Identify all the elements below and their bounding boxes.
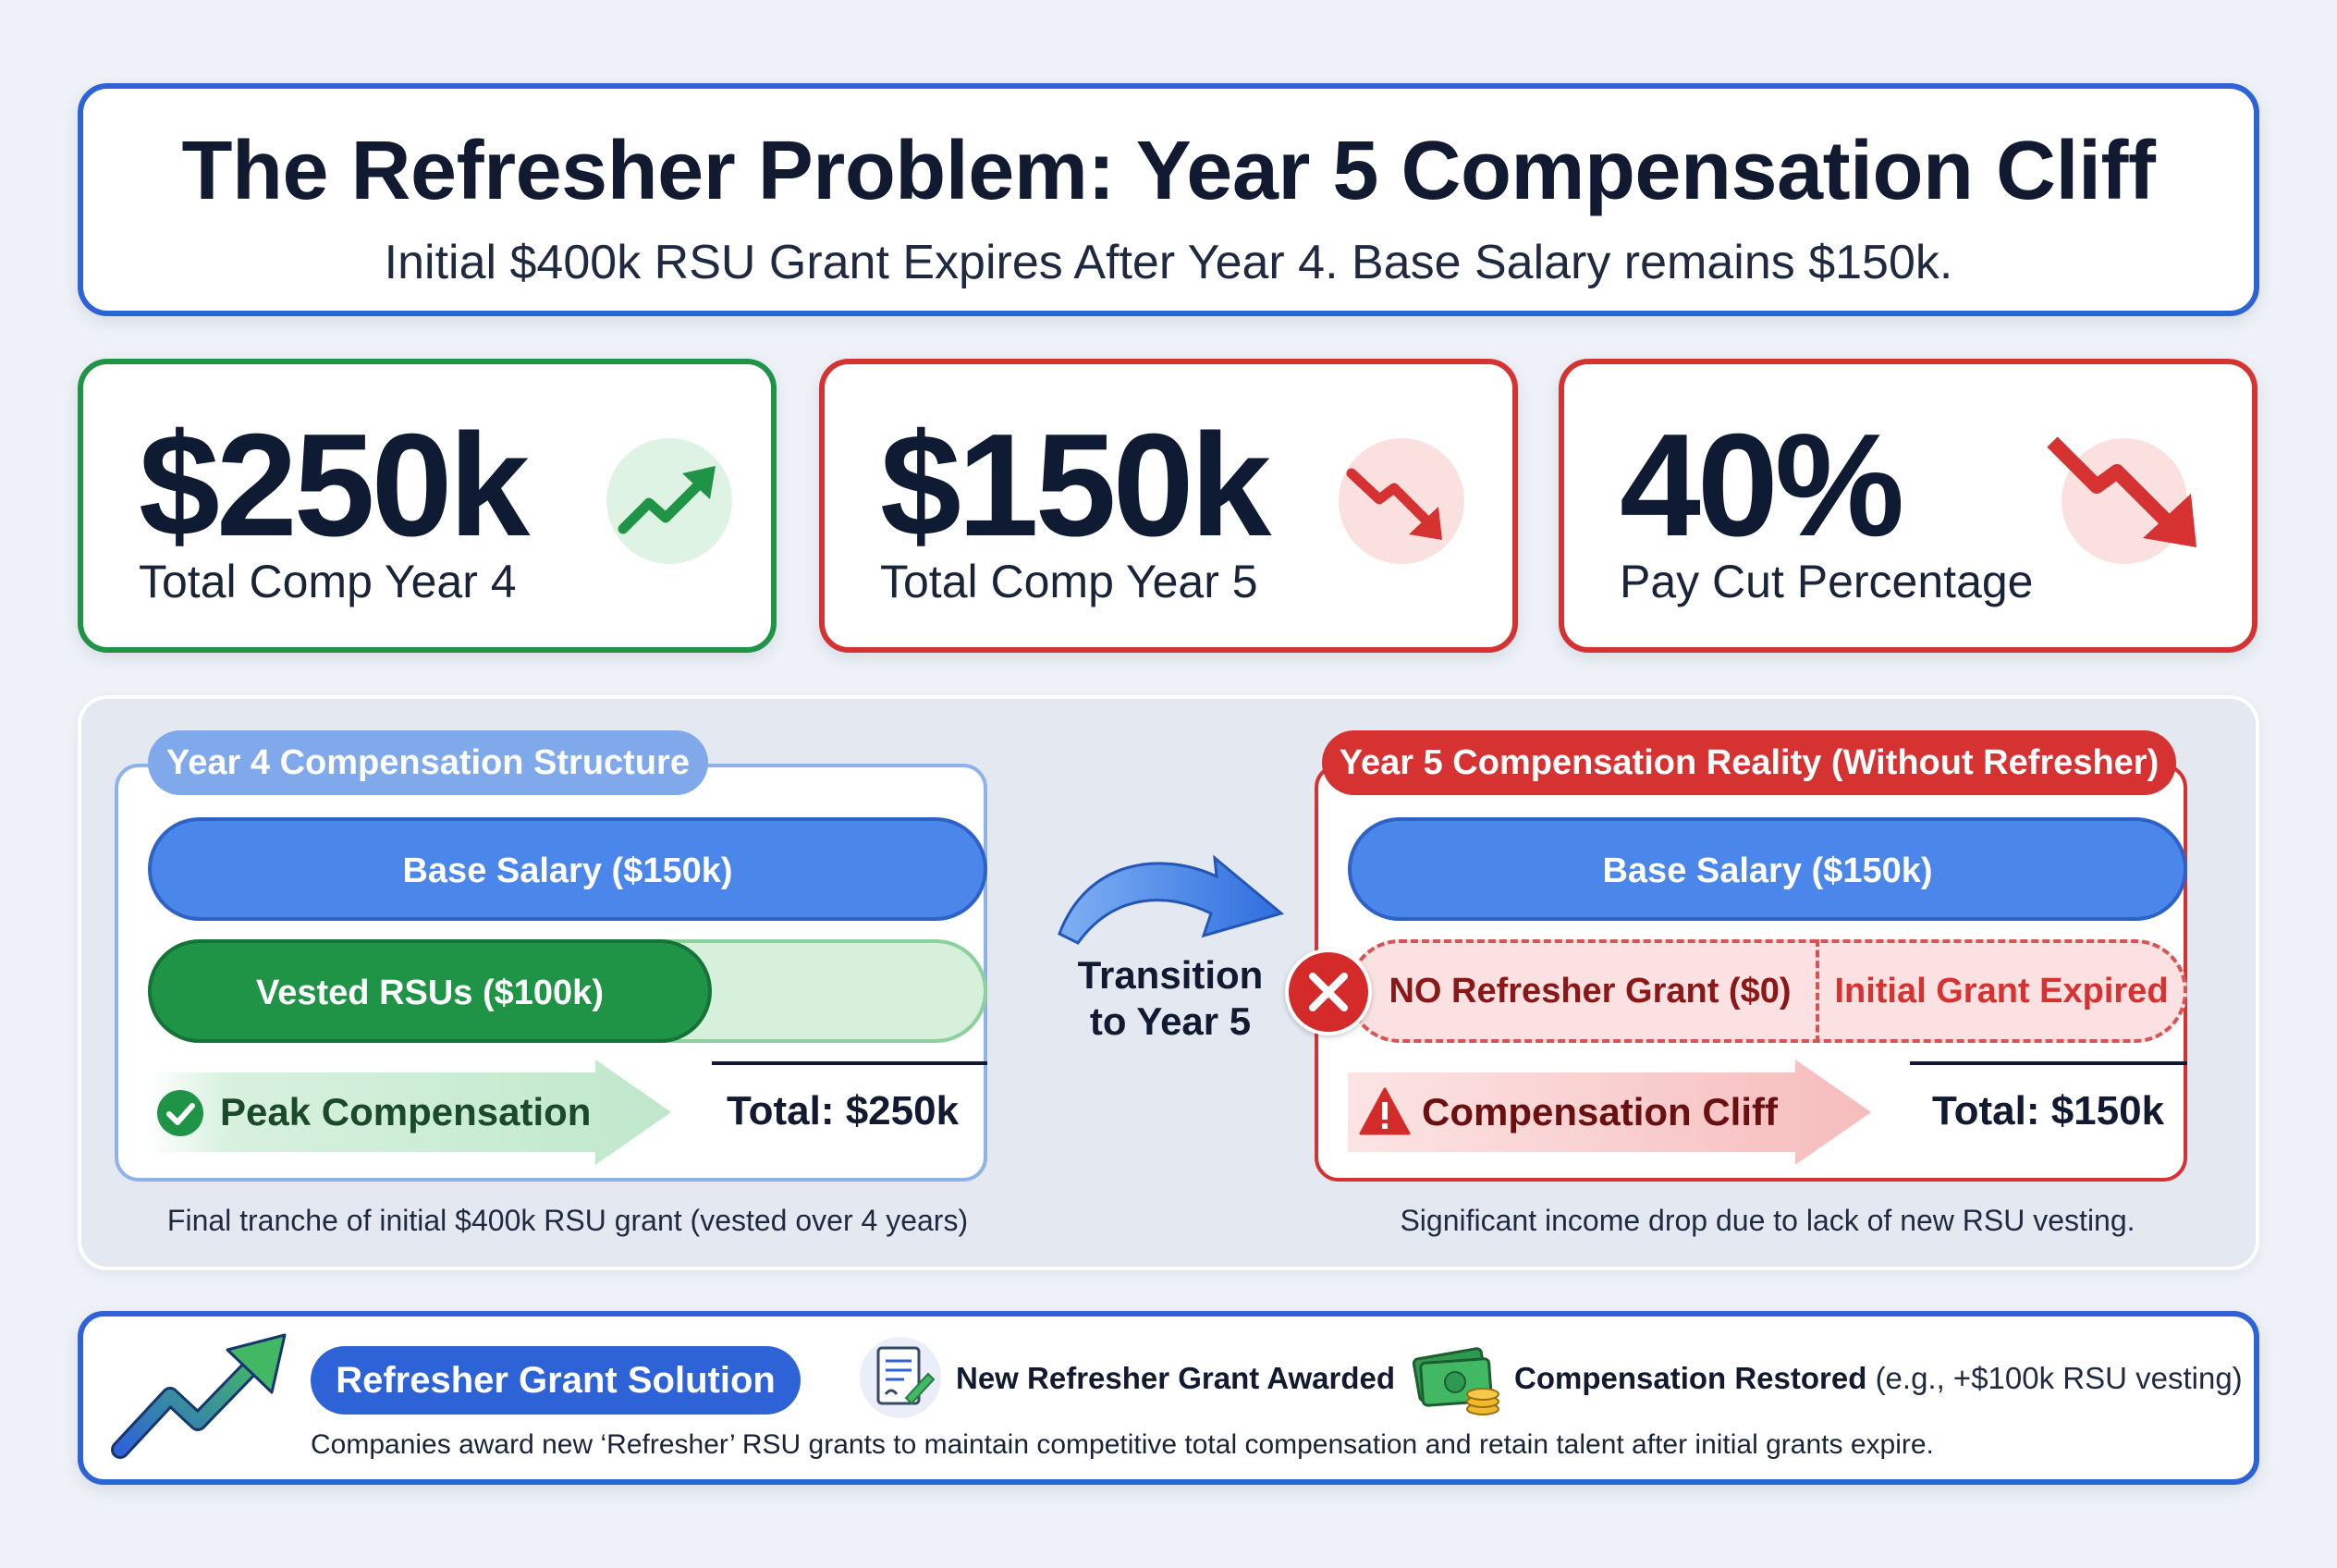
compensation-cliff-banner: Compensation Cliff [1348, 1060, 1871, 1165]
header-card: The Refresher Problem: Year 5 Compensati… [78, 83, 2259, 316]
trend-down-icon [2047, 436, 2196, 564]
expired-label: Initial Grant Expired [1834, 972, 2169, 1011]
no-refresher-label: NO Refresher Grant ($0) [1389, 972, 1792, 1011]
stat-card-year4: $250k Total Comp Year 4 [78, 359, 777, 653]
year4-total: Total: $250k [727, 1088, 960, 1133]
year4-caption: Final tranche of initial $400k RSU grant… [166, 1204, 969, 1237]
grant-divider [1816, 939, 1819, 1043]
restored-text: Compensation Restored (e.g., +$100k RSU … [1514, 1363, 2243, 1393]
vested-rsus-bar: Vested RSUs ($100k) [148, 939, 712, 1043]
stat-card-year5: $150k Total Comp Year 5 [819, 359, 1518, 653]
stat-label: Total Comp Year 4 [139, 556, 517, 607]
year5-caption: Significant income drop due to lack of n… [1400, 1204, 2135, 1237]
total-separator [712, 1061, 987, 1065]
transition-line1: Transition [1077, 953, 1264, 997]
year4-tag: Year 4 Compensation Structure [148, 730, 708, 795]
cliff-label: Compensation Cliff [1422, 1090, 1778, 1133]
transition-label: Transition to Year 5 [1050, 952, 1291, 1045]
refresher-awarded-label: New Refresher Grant Awarded [956, 1361, 1395, 1395]
growth-arrow-icon [109, 1328, 290, 1463]
expired-grant-track [1348, 939, 2187, 1043]
stat-value: $250k [139, 404, 530, 567]
check-icon [157, 1090, 203, 1136]
restored-label: Compensation Restored [1514, 1361, 1867, 1395]
warning-icon [1359, 1087, 1411, 1135]
solution-pill: Refresher Grant Solution [311, 1346, 801, 1415]
peak-label: Peak Compensation [220, 1090, 592, 1133]
stat-card-paycut: 40% Pay Cut Percentage [1559, 359, 2257, 653]
transition-arrow-icon [1050, 832, 1291, 952]
total-separator [1910, 1061, 2187, 1065]
page-subtitle: Initial $400k RSU Grant Expires After Ye… [384, 236, 1953, 289]
transition-line2: to Year 5 [1089, 999, 1252, 1043]
peak-compensation-banner: Peak Compensation [148, 1060, 671, 1165]
stat-label: Total Comp Year 5 [880, 556, 1258, 607]
page-title: The Refresher Problem: Year 5 Compensati… [181, 125, 2156, 217]
year5-tag: Year 5 Compensation Reality (Without Ref… [1322, 730, 2176, 795]
x-icon [1285, 949, 1372, 1035]
document-icon [860, 1337, 941, 1418]
solution-description: Companies award new ‘Refresher’ RSU gran… [311, 1429, 1934, 1460]
stat-label: Pay Cut Percentage [1620, 556, 2034, 607]
trend-down-icon [1339, 438, 1464, 564]
restored-note: (e.g., +$100k RSU vesting) [1875, 1361, 2243, 1395]
base-salary-bar: Base Salary ($150k) [1348, 817, 2187, 921]
base-salary-bar: Base Salary ($150k) [148, 817, 987, 921]
stat-value: 40% [1620, 404, 1904, 567]
year5-total: Total: $150k [1932, 1088, 2165, 1133]
trend-up-icon [606, 438, 732, 564]
stat-value: $150k [880, 404, 1271, 567]
money-icon [1409, 1333, 1505, 1422]
